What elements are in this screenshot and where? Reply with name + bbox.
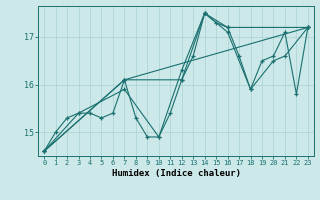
X-axis label: Humidex (Indice chaleur): Humidex (Indice chaleur): [111, 169, 241, 178]
